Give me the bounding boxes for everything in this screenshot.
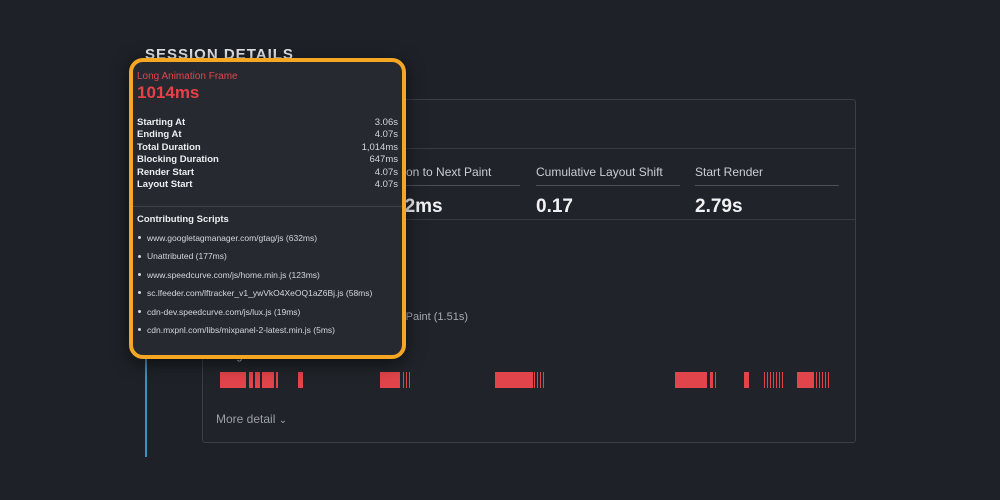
panel-divider	[203, 219, 855, 220]
more-detail-label: More detail	[216, 412, 276, 426]
tooltip-duration: 1014ms	[137, 83, 200, 102]
long-animation-frame-tooltip: Long Animation Frame 1014ms Starting At 3…	[129, 58, 406, 359]
bullet-icon	[138, 236, 141, 240]
contributing-scripts-title: Contributing Scripts	[137, 214, 229, 225]
tooltip-kind: Long Animation Frame	[137, 71, 238, 82]
metric-value: 0.17	[536, 196, 573, 217]
metric-label: ction to Next Paint	[394, 165, 520, 186]
long-frame-mark	[822, 372, 823, 388]
stat-row: Starting At 3.06s	[137, 117, 398, 129]
bullet-icon	[138, 291, 141, 295]
contributing-scripts-list: www.googletagmanager.com/gtag/js (632ms)…	[137, 232, 398, 342]
metric-label: Cumulative Layout Shift	[536, 165, 680, 186]
stat-value: 4.07s	[374, 178, 398, 190]
long-frame-mark	[276, 372, 278, 388]
long-frame-mark	[255, 372, 260, 388]
long-frame-mark	[825, 372, 826, 388]
script-entry: Unattributed (177ms)	[147, 251, 227, 262]
timeline-marker-line	[145, 352, 147, 457]
bullet-icon	[138, 328, 141, 332]
long-frame-mark	[813, 372, 814, 388]
long-frame-mark	[773, 372, 774, 388]
list-item: Unattributed (177ms)	[137, 250, 398, 268]
timeline-svg	[220, 372, 829, 388]
stat-row: Ending At 4.07s	[137, 129, 398, 141]
long-frame-mark	[744, 372, 749, 388]
script-entry: www.speedcurve.com/js/home.min.js (123ms…	[147, 269, 320, 280]
metric-value: 12ms	[394, 196, 443, 217]
stat-key: Blocking Duration	[137, 154, 219, 166]
long-frame-mark	[298, 372, 303, 388]
long-frame-mark	[712, 372, 713, 388]
list-item: cdn-dev.speedcurve.com/js/lux.js (19ms)	[137, 306, 398, 324]
long-frame-mark	[403, 372, 404, 388]
long-frame-mark	[540, 372, 541, 388]
long-frame-mark	[534, 372, 535, 388]
stat-value: 1,014ms	[361, 141, 398, 153]
long-frame-mark	[776, 372, 777, 388]
metric-value: 2.79s	[695, 196, 743, 217]
tooltip-divider	[133, 206, 402, 207]
bullet-icon	[138, 273, 141, 277]
script-entry: sc.lfeeder.com/lftracker_v1_ywVkO4XeOQ1a…	[147, 288, 373, 299]
long-frame-mark	[782, 372, 783, 388]
stat-key: Layout Start	[137, 178, 193, 190]
inp-marker-label: xt Paint (1.51s)	[394, 311, 468, 323]
stat-value: 647ms	[369, 154, 398, 166]
stat-key: Render Start	[137, 166, 195, 178]
long-frame-mark	[249, 372, 253, 388]
panel-divider	[203, 148, 855, 149]
long-frame-mark	[767, 372, 768, 388]
bullet-icon	[138, 309, 141, 313]
long-frame-mark	[406, 372, 407, 388]
bullet-icon	[138, 254, 141, 258]
stat-row: Render Start 4.07s	[137, 167, 398, 179]
long-frame-mark	[543, 372, 544, 388]
long-frame-mark	[710, 372, 712, 388]
stat-key: Ending At	[137, 129, 182, 141]
list-item: cdn.mxpnl.com/libs/mixpanel-2-latest.min…	[137, 324, 398, 342]
stat-value: 3.06s	[374, 117, 398, 128]
list-item: www.speedcurve.com/js/home.min.js (123ms…	[137, 269, 398, 287]
long-frame-mark	[764, 372, 765, 388]
long-frame-mark	[715, 372, 716, 388]
more-detail-link[interactable]: More detail ⌄	[216, 412, 287, 426]
stat-key: Total Duration	[137, 141, 201, 153]
long-frame-mark	[537, 372, 538, 388]
long-frame-mark	[819, 372, 820, 388]
long-frame-mark	[220, 372, 246, 388]
stat-key: Starting At	[137, 117, 186, 128]
metric-start-render: Start Render 2.79s	[695, 165, 839, 218]
tooltip-stats: Starting At 3.06s Ending At 4.07s Total Du…	[137, 117, 398, 191]
stat-value: 4.07s	[374, 166, 398, 178]
long-frame-mark	[816, 372, 817, 388]
long-frame-mark	[779, 372, 780, 388]
long-frame-mark	[380, 372, 400, 388]
stat-value: 4.07s	[374, 129, 398, 141]
stat-row: Total Duration 1,014ms	[137, 142, 398, 154]
long-animation-frames-timeline	[220, 372, 832, 388]
chevron-down-icon: ⌄	[278, 415, 288, 426]
script-entry: www.googletagmanager.com/gtag/js (632ms)	[147, 233, 318, 243]
long-frame-mark	[797, 372, 813, 388]
metric-inp: ction to Next Paint 12ms	[394, 165, 520, 218]
long-frame-mark	[828, 372, 829, 388]
list-item: sc.lfeeder.com/lftracker_v1_ywVkO4XeOQ1a…	[137, 287, 398, 305]
metric-cls: Cumulative Layout Shift 0.17	[536, 165, 680, 218]
long-frame-mark	[675, 372, 707, 388]
metric-label: Start Render	[695, 165, 839, 186]
stat-row: Layout Start 4.07s	[137, 179, 398, 191]
stat-row: Blocking Duration 647ms	[137, 154, 398, 166]
list-item: www.googletagmanager.com/gtag/js (632ms)	[137, 232, 398, 250]
long-frame-mark	[262, 372, 274, 388]
long-frame-mark	[495, 372, 533, 388]
script-entry: cdn-dev.speedcurve.com/js/lux.js (19ms)	[147, 306, 301, 317]
script-entry: cdn.mxpnl.com/libs/mixpanel-2-latest.min…	[147, 324, 335, 335]
long-frame-mark	[409, 372, 410, 388]
long-frame-mark	[770, 372, 771, 388]
